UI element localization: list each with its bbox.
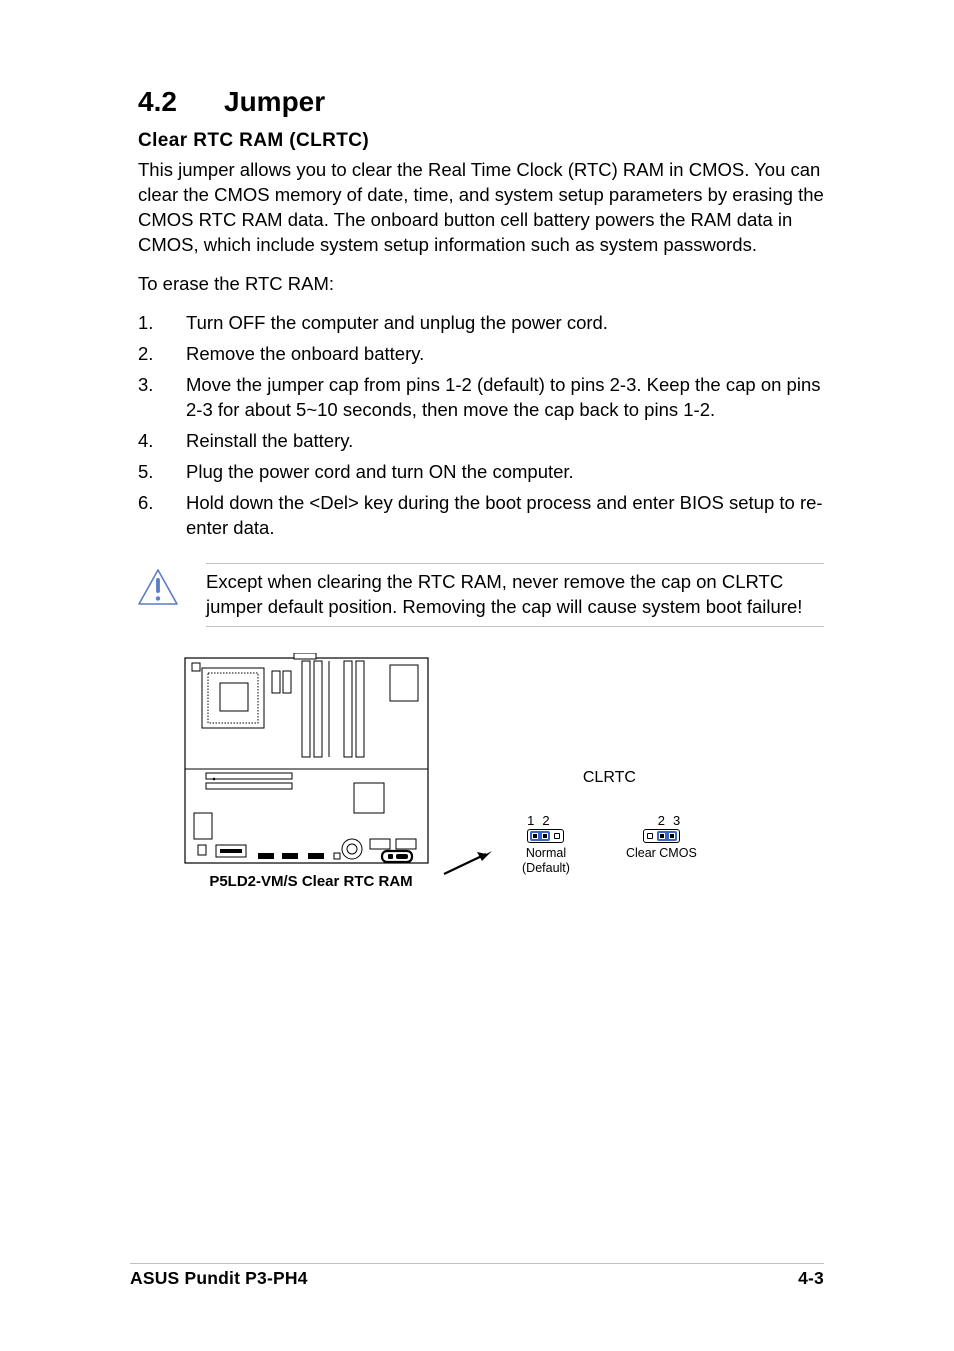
jumper-diagram: P5LD2-VM/S Clear RTC RAM CLRTC 1 2 3: [184, 653, 824, 890]
step-text: Move the jumper cap from pins 1-2 (defau…: [186, 373, 824, 423]
list-item: 3.Move the jumper cap from pins 1-2 (def…: [138, 373, 824, 423]
section-heading: 4.2Jumper: [138, 86, 824, 118]
section-number: 4.2: [138, 86, 224, 118]
jumper-caption: Normal: [526, 846, 566, 860]
caution-text: Except when clearing the RTC RAM, never …: [206, 563, 824, 627]
motherboard-svg: [184, 653, 438, 865]
jumper-settings: CLRTC 1 2 3 Normal: [522, 769, 697, 876]
jumper-cap: [657, 831, 677, 841]
step-text: Turn OFF the computer and unplug the pow…: [186, 311, 824, 336]
pin-label: 2: [658, 813, 665, 828]
step-number: 2.: [138, 342, 186, 367]
step-text: Reinstall the battery.: [186, 429, 824, 454]
jumper-normal: 1 2 3 Normal (Default): [522, 813, 570, 876]
list-item: 1.Turn OFF the computer and unplug the p…: [138, 311, 824, 336]
section-title: Jumper: [224, 86, 325, 117]
steps-list: 1.Turn OFF the computer and unplug the p…: [138, 311, 824, 541]
intro-paragraph: This jumper allows you to clear the Real…: [138, 158, 824, 258]
jumper-caption: Clear CMOS: [626, 846, 697, 860]
pin-labels: 1 2 3: [643, 813, 681, 828]
step-number: 1.: [138, 311, 186, 336]
step-number: 4.: [138, 429, 186, 454]
pin-labels: 1 2 3: [527, 813, 565, 828]
list-item: 5.Plug the power cord and turn ON the co…: [138, 460, 824, 485]
step-text: Remove the onboard battery.: [186, 342, 824, 367]
step-number: 3.: [138, 373, 186, 398]
step-text: Plug the power cord and turn ON the comp…: [186, 460, 824, 485]
pin-label: 3: [673, 813, 680, 828]
motherboard-illustration: P5LD2-VM/S Clear RTC RAM: [184, 653, 438, 890]
step-text: Hold down the <Del> key during the boot …: [186, 491, 824, 541]
caution-icon: [138, 563, 178, 610]
caution-callout: Except when clearing the RTC RAM, never …: [138, 563, 824, 627]
list-item: 4.Reinstall the battery.: [138, 429, 824, 454]
footer-right: 4-3: [798, 1268, 824, 1289]
jumper-title: CLRTC: [583, 769, 636, 787]
pin-label: 2: [542, 813, 549, 828]
board-caption: P5LD2-VM/S Clear RTC RAM: [209, 873, 412, 890]
jumper-cap: [530, 831, 550, 841]
arrow-icon: [442, 678, 502, 890]
list-item: 2.Remove the onboard battery.: [138, 342, 824, 367]
step-number: 6.: [138, 491, 186, 516]
footer-left: ASUS Pundit P3-PH4: [130, 1268, 308, 1289]
step-number: 5.: [138, 460, 186, 485]
page-footer: ASUS Pundit P3-PH4 4-3: [130, 1263, 824, 1289]
jumper-caption: (Default): [522, 861, 570, 875]
jumper-clear: 1 2 3 Clear CMOS: [626, 813, 697, 861]
pin-label: 1: [527, 813, 534, 828]
steps-lead: To erase the RTC RAM:: [138, 272, 824, 297]
subsection-heading: Clear RTC RAM (CLRTC): [138, 130, 824, 152]
list-item: 6.Hold down the <Del> key during the boo…: [138, 491, 824, 541]
